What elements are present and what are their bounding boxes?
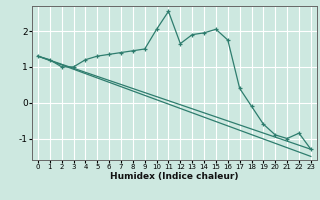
X-axis label: Humidex (Indice chaleur): Humidex (Indice chaleur) xyxy=(110,172,239,181)
